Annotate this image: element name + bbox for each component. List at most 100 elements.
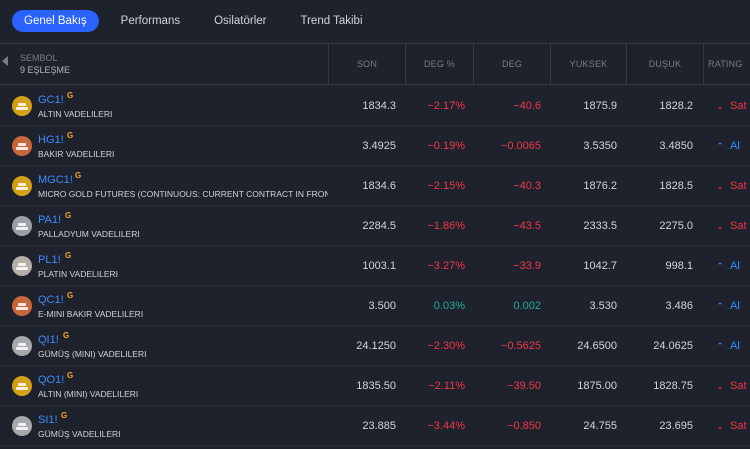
cell-deg: −33.9	[513, 260, 541, 272]
symbol-column-header[interactable]: SEMBOL 9 EŞLEŞME	[0, 44, 328, 85]
table-row[interactable]: MGC1! G MICRO GOLD FUTURES (CONTINUOUS: CU…	[0, 166, 750, 206]
table-row[interactable]: SI1! G GÜMÜŞ VADELILERI 23.885 −3.44% −0.850 2…	[0, 406, 750, 446]
cell-son: 24.1250	[356, 340, 396, 352]
tab-bar: Genel Bakış Performans Osilatörler Trend…	[0, 0, 750, 42]
chevron-down-icon: ⌄	[716, 181, 724, 191]
cell-deg: −43.5	[513, 220, 541, 232]
cell-yuksek: 24.6500	[577, 340, 617, 352]
column-header-dusuk[interactable]: DUŞUK	[626, 44, 703, 85]
flag-badge: G	[65, 211, 72, 220]
cell-dusuk: 1828.2	[659, 100, 693, 112]
symbol-description: GÜMÜŞ (MINI) VADELILERI	[38, 349, 147, 359]
symbol-code[interactable]: MGC1!	[38, 174, 73, 186]
cell-dusuk: 23.695	[659, 420, 693, 432]
symbol-code[interactable]: QC1!	[38, 294, 64, 306]
table-row[interactable]: GC1! G ALTIN VADELILERI 1834.3 −2.17% −40.6 18…	[0, 86, 750, 126]
flag-badge: G	[67, 131, 74, 140]
cell-deg: −0.5625	[500, 340, 541, 352]
table-row[interactable]: QO1! G ALTIN (MINI) VADELILERI 1835.50 −2.11…	[0, 366, 750, 406]
silver-icon	[12, 416, 32, 436]
cell-son: 1834.6	[362, 180, 396, 192]
rating-cell: ⌄ Sat	[714, 166, 746, 206]
symbol-header-label: SEMBOL	[20, 53, 58, 63]
silver-icon	[12, 336, 32, 356]
rating-cell: ⌄ Sat	[714, 86, 747, 126]
column-header-deg-pct[interactable]: DEG %	[405, 44, 473, 85]
chevron-up-icon: ⌃	[716, 141, 724, 151]
symbol-code[interactable]: PL1!	[38, 254, 61, 266]
rating-label: Sat	[730, 420, 747, 432]
cell-yuksek: 3.5350	[583, 140, 617, 152]
symbol-description: ALTIN (MINI) VADELILERI	[38, 389, 139, 399]
symbol-code[interactable]: QI1!	[38, 334, 59, 346]
chevron-down-icon: ⌄	[716, 221, 724, 231]
rating-label: Al	[730, 140, 740, 152]
cell-dusuk: 998.1	[665, 260, 693, 272]
rating-cell: ⌄ Sat	[714, 206, 747, 246]
table-row[interactable]: QC1! G E-MINI BAKIR VADELILERI 3.500 0.03% 0.…	[0, 286, 750, 326]
cell-son: 1003.1	[362, 260, 396, 272]
rating-label: Sat	[730, 380, 747, 392]
cell-deg-pct: −2.30%	[427, 340, 465, 352]
rating-cell: ⌃ Al	[714, 326, 740, 366]
table-header: SEMBOL 9 EŞLEŞME SON DEG % DEG YUKSEK DU…	[0, 43, 750, 85]
cell-deg-pct: 0.03%	[433, 300, 465, 312]
cell-deg: −39.50	[507, 380, 541, 392]
flag-badge: G	[65, 251, 72, 260]
table-row[interactable]: PL1! G PLATIN VADELILERI 1003.1 −3.27% −33.9 1…	[0, 246, 750, 286]
flag-badge: G	[67, 91, 74, 100]
symbol-code[interactable]: HG1!	[38, 134, 64, 146]
silver-icon	[12, 216, 32, 236]
tab-genel-bakis[interactable]: Genel Bakış	[12, 10, 99, 32]
cell-deg-pct: −2.17%	[427, 100, 465, 112]
symbol-description: BAKIR VADELILERI	[38, 149, 115, 159]
symbol-code[interactable]: PA1!	[38, 214, 62, 226]
table-row[interactable]: QI1! G GÜMÜŞ (MINI) VADELILERI 24.1250 −2.30…	[0, 326, 750, 366]
symbol-code[interactable]: SI1!	[38, 414, 58, 426]
gold-icon	[12, 376, 32, 396]
column-header-son[interactable]: SON	[328, 44, 405, 85]
symbol-description: MICRO GOLD FUTURES (CONTINUOUS: CURRENT …	[38, 189, 328, 199]
symbol-code[interactable]: GC1!	[38, 94, 64, 106]
chevron-up-icon: ⌃	[716, 301, 724, 311]
cell-deg: 0.002	[513, 300, 541, 312]
cell-deg-pct: −0.19%	[427, 140, 465, 152]
symbol-description: PLATIN VADELILERI	[38, 269, 118, 279]
flag-badge: G	[67, 371, 74, 380]
cell-deg: −0.0065	[500, 140, 541, 152]
cell-son: 3.500	[368, 300, 396, 312]
cell-yuksek: 3.530	[589, 300, 617, 312]
rating-label: Al	[730, 260, 740, 272]
rating-cell: ⌃ Al	[714, 246, 740, 286]
symbol-description: E-MINI BAKIR VADELILERI	[38, 309, 144, 319]
gold-icon	[12, 96, 32, 116]
collapse-arrow-icon[interactable]	[2, 56, 8, 66]
cell-son: 23.885	[362, 420, 396, 432]
cell-dusuk: 1828.5	[659, 180, 693, 192]
column-header-rating[interactable]: RATING	[703, 44, 750, 85]
tab-performans[interactable]: Performans	[120, 15, 181, 27]
table-row[interactable]: PA1! G PALLADYUM VADELILERI 2284.5 −1.86% −43…	[0, 206, 750, 246]
column-header-yuksek[interactable]: YUKSEK	[550, 44, 626, 85]
rating-label: Al	[730, 300, 740, 312]
tab-osilatorler[interactable]: Osilatörler	[214, 15, 267, 27]
symbol-code[interactable]: QO1!	[38, 374, 65, 386]
symbol-description: ALTIN VADELILERI	[38, 109, 113, 119]
rating-label: Sat	[730, 220, 747, 232]
scrollbar[interactable]	[744, 86, 750, 449]
cell-dusuk: 24.0625	[653, 340, 693, 352]
silver-icon	[12, 256, 32, 276]
cell-dusuk: 2275.0	[659, 220, 693, 232]
table-row[interactable]: HG1! G BAKIR VADELILERI 3.4925 −0.19% −0.0065…	[0, 126, 750, 166]
rating-label: Sat	[730, 100, 747, 112]
rating-cell: ⌄ Sat	[714, 406, 747, 446]
chevron-up-icon: ⌃	[716, 341, 724, 351]
rating-label: Al	[730, 340, 740, 352]
symbol-description: PALLADYUM VADELILERI	[38, 229, 140, 239]
column-header-deg[interactable]: DEG	[473, 44, 550, 85]
tab-trend-takibi[interactable]: Trend Takibi	[300, 15, 363, 27]
chevron-down-icon: ⌄	[716, 101, 724, 111]
cell-deg: −0.850	[507, 420, 541, 432]
flag-badge: G	[75, 171, 82, 180]
chevron-up-icon: ⌃	[716, 261, 724, 271]
